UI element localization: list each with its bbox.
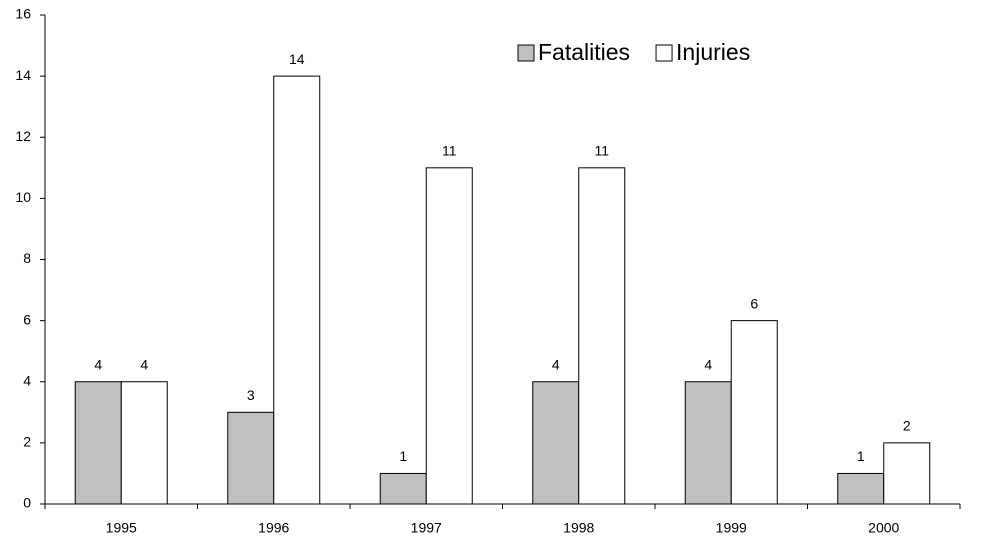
- bar: [730, 320, 778, 505]
- data-label: 4: [140, 356, 148, 372]
- data-label: 11: [442, 143, 457, 159]
- x-tick-label: 1995: [106, 520, 137, 536]
- bar: [425, 167, 473, 505]
- x-tick-label: 1999: [716, 520, 747, 536]
- data-label: 6: [750, 295, 758, 311]
- legend-label: Fatalities: [538, 39, 630, 65]
- bar: [273, 75, 321, 505]
- legend-label: Injuries: [676, 39, 750, 65]
- data-label: 4: [552, 356, 560, 372]
- y-tick-label: 0: [23, 495, 31, 511]
- data-label: 4: [94, 356, 102, 372]
- y-tick-label: 10: [15, 189, 31, 205]
- legend-swatch: [655, 44, 673, 62]
- x-tick-label: 1997: [411, 520, 442, 536]
- data-label: 14: [289, 51, 305, 67]
- data-label: 4: [704, 356, 712, 372]
- data-label: 2: [903, 418, 911, 434]
- data-label: 1: [857, 448, 865, 464]
- y-tick-label: 12: [15, 128, 31, 144]
- bar: [227, 411, 275, 505]
- bar: [532, 381, 580, 505]
- y-tick-label: 6: [23, 311, 31, 327]
- x-tick-label: 1998: [563, 520, 594, 536]
- x-tick-label: 2000: [868, 520, 899, 536]
- data-label: 1: [399, 448, 407, 464]
- data-label: 11: [594, 143, 609, 159]
- y-tick-label: 8: [23, 250, 31, 266]
- bar: [883, 442, 931, 505]
- legend-swatch: [517, 44, 535, 62]
- y-tick-label: 16: [15, 6, 31, 22]
- bar: [578, 167, 626, 505]
- bar: [837, 472, 885, 505]
- bar: [74, 381, 122, 505]
- data-label: 3: [247, 387, 255, 403]
- x-tick-label: 1996: [258, 520, 289, 536]
- y-tick-label: 4: [23, 372, 31, 388]
- y-tick-label: 14: [15, 67, 31, 83]
- y-tick-label: 2: [23, 434, 31, 450]
- bar: [684, 381, 732, 505]
- bar: [120, 381, 168, 505]
- bar: [379, 472, 427, 505]
